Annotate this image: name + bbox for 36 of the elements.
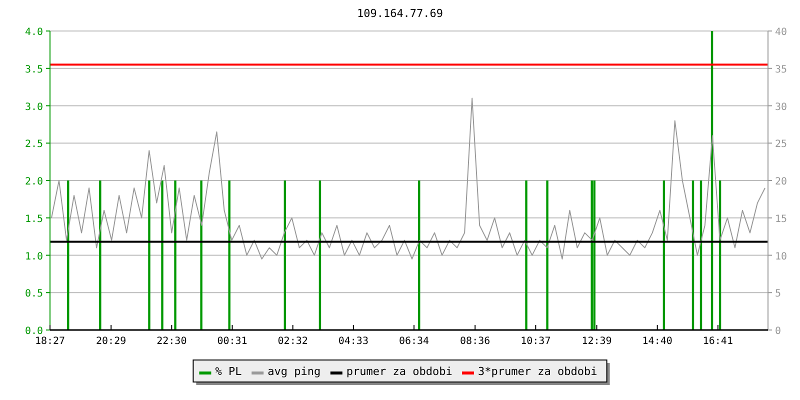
y-tick-label: 0.0 (24, 326, 43, 337)
legend-label: prumer za obdobi (346, 365, 452, 378)
y-tick-label: 2.5 (24, 139, 43, 150)
legend-label: % PL (215, 365, 242, 378)
x-tick-label: 04:33 (338, 336, 368, 347)
y-tick-label: 2.0 (24, 176, 43, 188)
y2-tick-label: 30 (775, 102, 788, 113)
legend-label: 3*prumer za obdobi (478, 365, 598, 378)
y2-tick-label: 40 (775, 27, 788, 38)
y2-tick-label: 15 (775, 214, 788, 225)
x-tick-label: 16:41 (702, 336, 733, 347)
y-tick-label: 3.5 (24, 64, 43, 76)
x-tick-label: 10:37 (520, 336, 551, 347)
x-tick-label: 20:29 (96, 336, 126, 347)
x-tick-label: 18:27 (34, 336, 66, 347)
y2-tick-label: 20 (775, 176, 788, 188)
y-tick-label: 4.0 (24, 27, 43, 38)
y-tick-label: 1.0 (24, 251, 43, 262)
chart-title: 109.164.77.69 (356, 7, 444, 20)
line-series (51, 98, 766, 260)
x-tick-label: 00:31 (217, 336, 248, 347)
y2-tick-label: 25 (775, 139, 788, 150)
y2-tick-label: 5 (775, 288, 782, 300)
x-tick-label: 12:39 (582, 336, 612, 347)
y2-tick-label: 35 (775, 64, 788, 76)
x-tick-label: 06:34 (398, 336, 430, 347)
y-tick-label: 3.0 (24, 102, 43, 113)
x-tick-label: 22:30 (156, 336, 187, 347)
y2-tick-label: 0 (775, 326, 782, 337)
x-tick-label: 02:32 (278, 336, 308, 347)
x-tick-label: 14:40 (642, 336, 672, 347)
y2-tick-label: 10 (775, 251, 788, 262)
y-tick-label: 1.5 (24, 214, 43, 225)
y-tick-label: 0.5 (24, 288, 43, 300)
x-tick-label: 08:36 (460, 336, 490, 347)
legend-label: avg ping (268, 365, 321, 378)
